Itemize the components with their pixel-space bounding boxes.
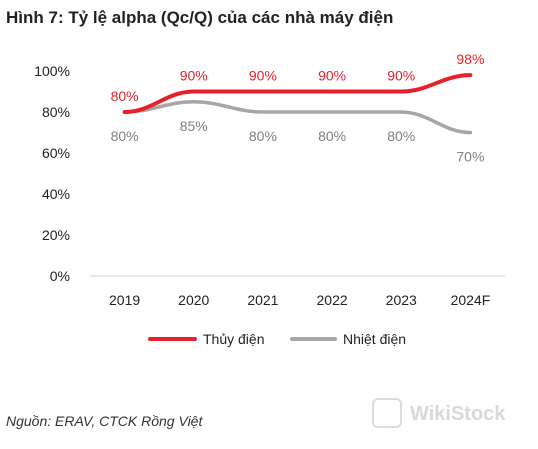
y-tick-label: 40% [42,186,70,202]
y-tick-label: 0% [50,268,70,284]
line-chart: 0% 20% 40% 60% 80% 100% 2019 2020 2021 2022 2023 20… [34,51,505,347]
data-label-thuy-dien: 90% [318,68,346,84]
x-tick-label: 2023 [386,292,417,308]
data-label-thuy-dien: 90% [387,68,415,84]
data-label-nhiet-dien: 85% [180,118,208,134]
data-label-nhiet-dien: 80% [249,128,277,144]
y-tick-label: 80% [42,104,70,120]
y-tick-label: 60% [42,145,70,161]
data-label-nhiet-dien: 70% [456,149,484,165]
data-label-nhiet-dien: 80% [111,128,139,144]
x-tick-label: 2020 [178,292,209,308]
watermark-icon [372,398,402,428]
legend-label-nhiet-dien: Nhiệt điện [343,331,406,347]
data-label-thuy-dien: 80% [111,88,139,104]
data-label-thuy-dien: 90% [249,68,277,84]
chart-title: Hình 7: Tỷ lệ alpha (Qc/Q) của các nhà m… [6,8,394,27]
x-tick-label: 2024F [451,292,491,308]
source-note: Nguồn: ERAV, CTCK Rồng Việt [6,413,203,429]
x-tick-label: 2022 [317,292,348,308]
y-tick-label: 100% [34,63,70,79]
data-label-nhiet-dien: 80% [387,128,415,144]
legend-label-thuy-dien: Thủy điện [203,331,264,347]
x-tick-label: 2021 [247,292,278,308]
data-label-nhiet-dien: 80% [318,128,346,144]
y-tick-label: 20% [42,227,70,243]
series-line-nhiet-dien [122,99,473,135]
watermark-logo: WikiStock [372,394,524,434]
x-tick-label: 2019 [109,292,140,308]
series-line-thuy-dien [122,73,473,114]
data-label-thuy-dien: 98% [456,51,484,67]
data-label-thuy-dien: 90% [180,68,208,84]
watermark-text: WikiStock [410,403,506,425]
